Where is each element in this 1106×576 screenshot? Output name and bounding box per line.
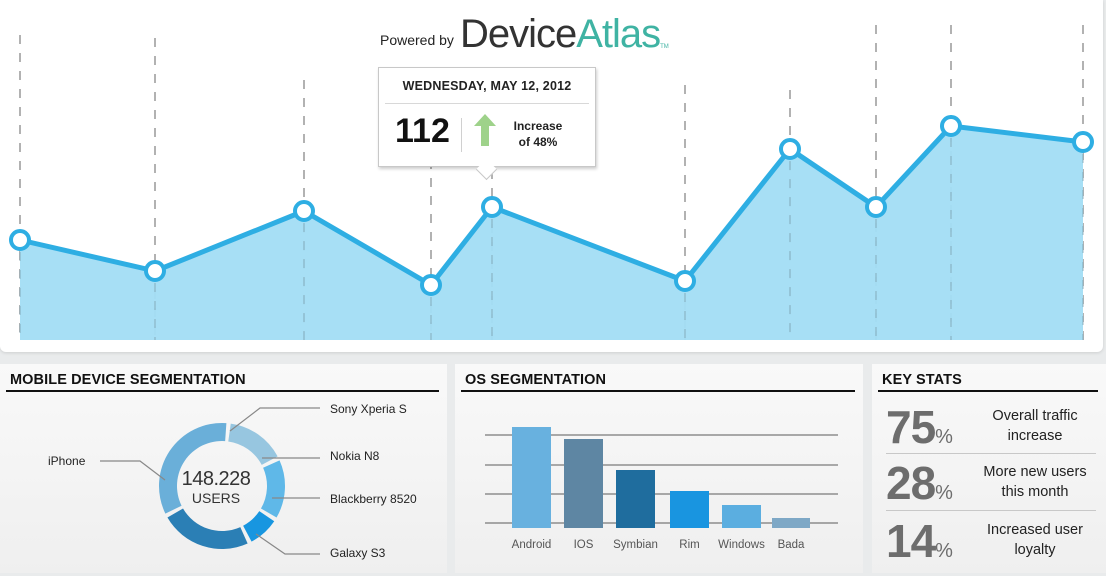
stat-value: 75 [886, 401, 936, 453]
donut-segment[interactable] [243, 511, 275, 542]
key-stats-panel: KEY STATS 75% Overall traffic increase 28… [872, 364, 1106, 573]
legend-galaxy-s3: Galaxy S3 [330, 546, 386, 560]
donut-segment[interactable] [228, 423, 278, 465]
stat-value: 28 [886, 457, 936, 509]
data-point[interactable] [1072, 131, 1094, 153]
bar-bada[interactable] [772, 518, 810, 528]
data-point[interactable] [144, 260, 166, 282]
legend-sony-xperia-s: Sony Xperia S [330, 402, 407, 416]
data-point[interactable] [674, 270, 696, 292]
donut-segment[interactable] [159, 423, 227, 514]
bar-label-android: Android [511, 539, 552, 551]
tooltip-change: Increase of 48% [513, 119, 563, 149]
arrow-up-icon [474, 114, 496, 146]
brand-name-atlas: Atlas [576, 12, 661, 56]
traffic-area-chart [9, 25, 1094, 340]
title-rule [878, 390, 1098, 392]
data-point[interactable] [420, 274, 442, 296]
leader-line [255, 533, 320, 555]
donut-segment[interactable] [167, 508, 248, 550]
stat-user-loyalty: 14% Increased user loyalty [886, 516, 1096, 566]
title-rule [461, 390, 855, 392]
mobile-device-segmentation-panel: MOBILE DEVICE SEGMENTATION Sony Xperia S… [0, 364, 447, 573]
bar-label-symbian: Symbian [613, 539, 658, 551]
data-point[interactable] [9, 229, 31, 251]
bar-ios[interactable] [564, 439, 603, 528]
stat-description: More new users this month [983, 464, 1087, 500]
panel-title: OS SEGMENTATION [465, 372, 607, 388]
bar-rim[interactable] [670, 491, 709, 528]
stat-value: 14 [886, 515, 936, 567]
data-point[interactable] [865, 196, 887, 218]
trend-line [19, 123, 1084, 288]
panel-title: MOBILE DEVICE SEGMENTATION [10, 372, 246, 388]
tooltip-value: 112 [395, 112, 450, 150]
stat-description: Increased user loyalty [987, 522, 1083, 558]
data-point[interactable] [293, 200, 315, 222]
brand-logo: Powered by Device Atlas TM [380, 14, 669, 54]
traffic-chart-panel: Powered by Device Atlas TM WEDNESDAY, MA… [0, 0, 1103, 352]
stat-traffic-increase: 75% Overall traffic increase [886, 402, 1096, 452]
os-segmentation-panel: OS SEGMENTATION Android IOS Symbian Rim Wind… [455, 364, 863, 573]
stat-unit: % [935, 482, 953, 504]
bar-label-ios: IOS [573, 539, 594, 551]
leader-line [229, 407, 320, 432]
leader-line [100, 460, 166, 481]
stat-unit: % [935, 426, 953, 448]
trademark: TM [660, 44, 669, 50]
panel-title: KEY STATS [882, 372, 962, 388]
data-point[interactable] [481, 196, 503, 218]
legend-iphone: iPhone [48, 454, 86, 468]
title-rule [6, 390, 439, 392]
donut-center: 148.228 USERS [166, 468, 266, 506]
stat-description: Overall traffic increase [992, 408, 1078, 444]
bar-windows[interactable] [722, 505, 761, 528]
total-users-label: USERS [191, 490, 241, 506]
data-point[interactable] [940, 115, 962, 137]
legend-nokia-n8: Nokia N8 [330, 449, 380, 463]
bar-label-windows: Windows [718, 539, 765, 551]
donut-segment[interactable] [260, 460, 286, 518]
os-bar-chart [485, 427, 838, 528]
powered-by-text: Powered by [380, 32, 454, 48]
bar-symbian[interactable] [616, 470, 655, 528]
stat-new-users: 28% More new users this month [886, 458, 1096, 508]
bar-label-bada: Bada [777, 539, 805, 551]
total-users-value: 148.228 [181, 468, 251, 490]
tooltip-date: WEDNESDAY, MAY 12, 2012 [402, 79, 572, 93]
area-fill [20, 126, 1083, 340]
bar-label-rim: Rim [679, 539, 700, 551]
legend-blackberry-8520: Blackberry 8520 [330, 492, 417, 506]
tooltip-vertical-divider [461, 118, 462, 152]
stat-unit: % [935, 540, 953, 562]
stat-divider [886, 453, 1096, 454]
stat-divider [886, 510, 1096, 511]
data-point[interactable] [779, 138, 801, 160]
tooltip-divider [385, 103, 589, 104]
bar-android[interactable] [512, 427, 551, 528]
brand-name-device: Device [459, 12, 577, 56]
data-point-tooltip: WEDNESDAY, MAY 12, 2012 112 Increase of … [378, 67, 596, 181]
device-donut-chart [100, 407, 320, 555]
